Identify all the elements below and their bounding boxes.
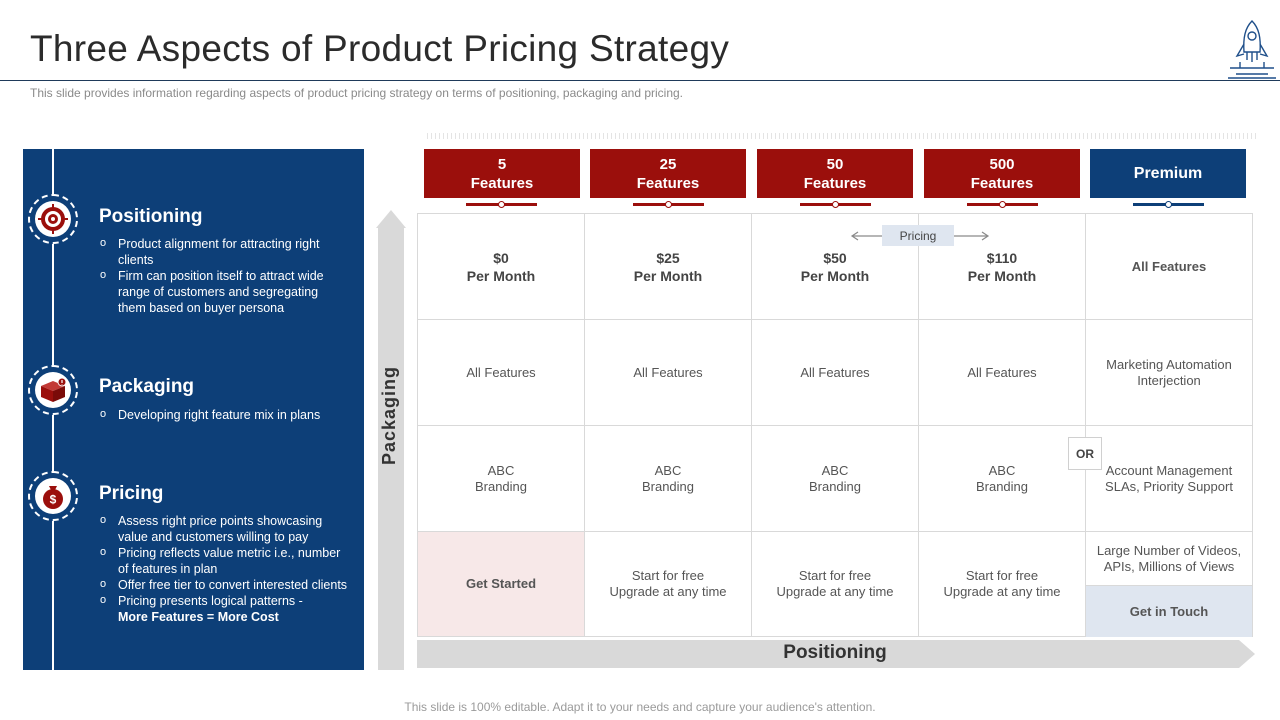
table-cell: Start for free Upgrade at any time <box>752 532 919 637</box>
table-cell: ABC Branding <box>752 426 919 532</box>
list-item: Product alignment for attracting right c… <box>99 235 349 268</box>
packaging-icon-badge <box>28 365 78 415</box>
positioning-bullets: Product alignment for attracting right c… <box>99 235 349 316</box>
packaging-heading: Packaging <box>99 376 195 397</box>
table-cell: All Features <box>752 320 919 426</box>
list-item: Developing right feature mix in plans <box>99 406 349 423</box>
table-cell: Account Management SLAs, Priority Suppor… <box>1086 426 1253 532</box>
table-cell: $0 Per Month <box>418 214 585 320</box>
footer-note: This slide is 100% editable. Adapt it to… <box>404 700 876 714</box>
table-cell: ABC Branding <box>919 426 1086 532</box>
top-decoration <box>427 133 1257 139</box>
target-icon <box>38 204 68 234</box>
table-cell: $110 Per Month <box>919 214 1086 320</box>
plan-header-premium: Premium <box>1090 149 1246 198</box>
table-cell: Marketing Automation Interjection <box>1086 320 1253 426</box>
list-item: Pricing reflects value metric i.e., numb… <box>99 544 349 577</box>
plan-header-50-features: 50 Features <box>757 149 913 198</box>
pricing-bullets: Assess right price points showcasing val… <box>99 512 349 625</box>
pricing-heading: Pricing <box>99 483 164 504</box>
plan-header-500-features: 500 Features <box>924 149 1080 198</box>
list-item: Firm can position itself to attract wide… <box>99 267 349 316</box>
package-icon <box>41 377 67 402</box>
packaging-axis-arrow <box>376 210 406 670</box>
header-slider <box>967 201 1038 208</box>
table-cell: $50 Per Month <box>752 214 919 320</box>
positioning-icon-badge <box>28 194 78 244</box>
table-cell: All Features <box>585 320 752 426</box>
pricing-double-arrow-icon <box>850 231 990 241</box>
svg-text:$: $ <box>50 493 57 507</box>
slide-title: Three Aspects of Product Pricing Strateg… <box>30 28 730 69</box>
bullet-bold-text: More Features = More Cost <box>118 610 279 624</box>
or-badge: OR <box>1068 437 1102 470</box>
packaging-bullets: Developing right feature mix in plans <box>99 406 349 423</box>
title-divider <box>0 80 1280 81</box>
plan-header-25-features: 25 Features <box>590 149 746 198</box>
get-started-button[interactable]: Get Started <box>418 532 585 637</box>
plan-header-5-features: 5 Features <box>424 149 580 198</box>
pricing-axis-label: Pricing <box>882 225 954 246</box>
positioning-axis-label: Positioning <box>783 642 887 663</box>
packaging-axis-label: Packaging <box>379 365 399 465</box>
bullet-text: Pricing presents logical patterns - <box>118 594 303 608</box>
header-slider <box>466 201 537 208</box>
positioning-heading: Positioning <box>99 206 203 227</box>
table-cell: Start for free Upgrade at any time <box>919 532 1086 637</box>
pricing-grid: $0 Per Month $25 Per Month $50 Per Month… <box>417 213 1253 637</box>
table-cell: Start for free Upgrade at any time <box>585 532 752 637</box>
header-slider <box>1133 201 1204 208</box>
header-slider <box>633 201 704 208</box>
rocket-icon <box>1228 20 1276 79</box>
list-item: Pricing presents logical patterns - More … <box>99 592 349 625</box>
list-item: Assess right price points showcasing val… <box>99 512 349 545</box>
table-cell: All Features <box>418 320 585 426</box>
get-in-touch-button[interactable]: Get in Touch <box>1086 586 1253 637</box>
money-bag-icon: $ <box>43 486 63 509</box>
list-item: Offer free tier to convert interested cl… <box>99 576 349 593</box>
pricing-icon-badge: $ <box>28 471 78 521</box>
table-cell: ABC Branding <box>585 426 752 532</box>
table-cell: All Features <box>919 320 1086 426</box>
table-cell: Large Number of Videos, APIs, Millions o… <box>1086 532 1253 586</box>
header-slider <box>800 201 871 208</box>
table-cell: ABC Branding <box>418 426 585 532</box>
table-cell: $25 Per Month <box>585 214 752 320</box>
slide-subtitle: This slide provides information regardin… <box>30 86 684 100</box>
table-cell: All Features <box>1086 214 1253 320</box>
positioning-axis-arrow <box>417 640 1255 668</box>
